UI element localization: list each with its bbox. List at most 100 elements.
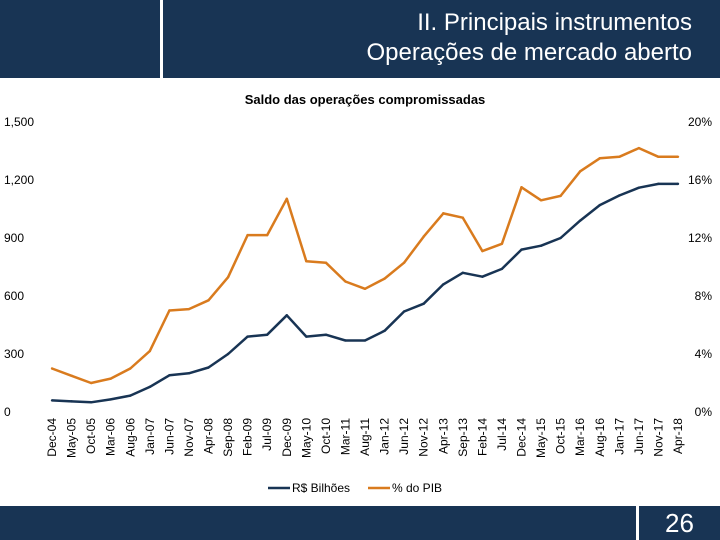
x-tick-label: Oct-10 [319, 418, 333, 454]
series-line-rs-bilhoes [51, 182, 678, 404]
series-point [657, 155, 660, 158]
series-point [539, 244, 543, 247]
series-point [324, 261, 328, 264]
header-bar: II. Principais instrumentos Operações de… [0, 0, 720, 78]
series-point [305, 260, 308, 263]
series-point [344, 280, 347, 283]
legend-label: % do PIB [392, 481, 442, 495]
y-right-tick-label: 12% [688, 231, 712, 245]
x-tick-label: Feb-09 [241, 418, 255, 456]
x-tick-label: Mar-11 [338, 418, 352, 455]
series-point [618, 194, 621, 197]
header-divider [160, 0, 163, 78]
line-chart: Saldo das operações compromissadas 0 300 60… [4, 92, 713, 495]
series-point [148, 349, 152, 353]
series-point [676, 182, 680, 186]
series-point [461, 216, 465, 219]
series-point [285, 197, 288, 201]
y-left-tick-label: 0 [4, 405, 11, 419]
x-tick-label: Jan-12 [378, 418, 392, 455]
x-tick-label: May-15 [534, 418, 548, 458]
series-point [442, 283, 445, 286]
x-tick-label: May-05 [65, 418, 79, 458]
series-point [422, 302, 425, 305]
series-point [422, 235, 425, 238]
x-tick-label: Sep-08 [221, 418, 235, 457]
y-right-tick-label: 4% [695, 347, 713, 361]
x-tick-label: Apr-08 [202, 418, 216, 454]
x-tick-label: Mar-16 [573, 418, 587, 456]
series-line-pct-pib [51, 146, 678, 385]
series-point [539, 199, 543, 202]
series-point [50, 399, 54, 402]
series-point [285, 314, 288, 317]
x-tick-label: Apr-13 [436, 418, 450, 454]
x-tick-label: Mar-06 [104, 418, 118, 456]
series-point [520, 248, 523, 251]
footer-divider [636, 506, 639, 540]
series-point [207, 366, 210, 369]
series-point [70, 374, 73, 377]
series-point [578, 219, 582, 222]
x-tick-label: Aug-11 [358, 418, 372, 456]
series-point [265, 233, 269, 237]
x-tick-label: Jul-14 [495, 418, 509, 451]
x-tick-label: Dec-14 [515, 418, 529, 457]
header-band [0, 0, 720, 78]
x-tick-label: Dec-04 [45, 418, 59, 457]
series-point [89, 401, 93, 404]
series-point [226, 275, 230, 279]
series-point [559, 194, 562, 198]
slide-title: II. Principais instrumentos Operações de… [366, 8, 692, 68]
series-point [402, 310, 406, 313]
series-point [226, 352, 230, 356]
x-tick-label: Nov-17 [651, 418, 665, 457]
y-right-tick-label: 20% [688, 115, 712, 129]
series-point [500, 242, 504, 245]
series-point [324, 333, 328, 336]
y-left-tick-label: 600 [4, 289, 24, 303]
series-point [344, 339, 347, 342]
x-tick-label: Jun-07 [162, 418, 176, 455]
chart-title: Saldo das operações compromissadas [245, 92, 486, 107]
slide-title-line1: II. Principais instrumentos [417, 9, 692, 36]
x-tick-label: Aug-16 [593, 418, 607, 457]
series-point [207, 299, 210, 302]
series-point [168, 374, 171, 377]
series-point [187, 372, 191, 375]
series-point [676, 155, 680, 158]
series-point [481, 249, 484, 253]
x-tick-label: Jan-07 [143, 418, 157, 455]
x-tick-label: Apr-18 [671, 418, 685, 454]
y-left-tick-label: 1,200 [4, 173, 34, 187]
series-point [637, 146, 641, 150]
x-tick-label: May-10 [299, 418, 313, 458]
y-right-tick-label: 8% [695, 289, 713, 303]
y-right-tick-label: 0% [695, 405, 713, 419]
series-point [246, 335, 249, 338]
series-point [618, 155, 621, 158]
y-left-tick-label: 900 [4, 231, 24, 245]
series-point [637, 186, 641, 189]
series-point [70, 400, 73, 403]
x-tick-label: Oct-05 [84, 418, 98, 454]
series-point [598, 203, 601, 207]
series-point [598, 157, 601, 160]
series-point [402, 261, 406, 264]
series-point [363, 339, 367, 342]
footer-bar: 26 [0, 506, 720, 540]
x-tick-label: Aug-06 [123, 418, 137, 457]
y-right-tick-label: 16% [688, 173, 712, 187]
series-point [129, 367, 132, 370]
series-point [383, 329, 386, 332]
series-point [363, 287, 367, 290]
y-left-tick-label: 1,500 [4, 115, 34, 129]
series-point [559, 236, 562, 240]
series-point [187, 307, 191, 311]
series-point [481, 275, 484, 278]
page-number: 26 [665, 508, 694, 538]
x-tick-label: Jun-12 [397, 418, 411, 455]
series-point [246, 233, 249, 237]
legend-label: R$ Bilhões [292, 481, 350, 495]
x-tick-label: Dec-09 [280, 418, 294, 457]
